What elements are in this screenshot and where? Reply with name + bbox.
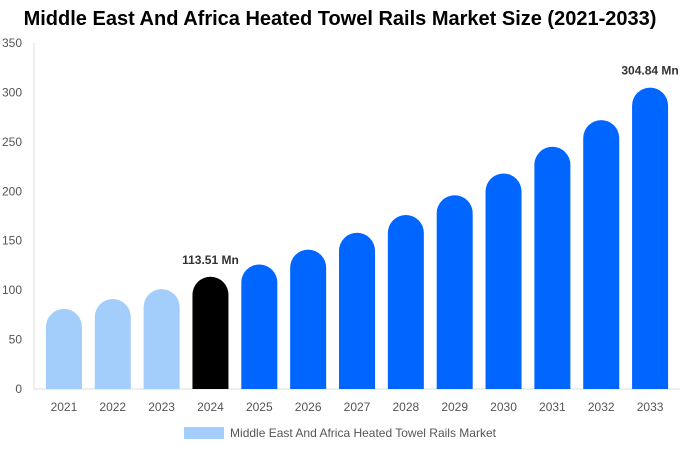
y-tick-label: 350 [2, 36, 22, 50]
x-tick-label: 2022 [99, 400, 126, 414]
bar-2026 [290, 249, 327, 389]
legend-swatch [184, 427, 225, 439]
chart-title: Middle East And Africa Heated Towel Rail… [23, 8, 657, 30]
x-tick-label: 2030 [490, 400, 517, 414]
y-tick-label: 0 [15, 382, 22, 396]
bar-2024 [192, 276, 229, 389]
bar-2028 [387, 215, 424, 389]
x-tick-label: 2027 [344, 400, 371, 414]
x-tick-label: 2029 [441, 400, 468, 414]
y-tick-label: 100 [2, 283, 22, 297]
x-tick-label: 2033 [637, 400, 664, 414]
x-tick-label: 2025 [246, 400, 273, 414]
y-tick-label: 300 [2, 85, 22, 99]
data-label: 113.51 Mn [182, 253, 239, 267]
x-tick-label: 2021 [51, 400, 78, 414]
data-label: 304.84 Mn [621, 64, 678, 78]
x-tick-label: 2031 [539, 400, 566, 414]
bar-2030 [485, 173, 522, 389]
bar-2021 [45, 308, 82, 389]
y-tick-label: 200 [2, 184, 22, 198]
legend: Middle East And Africa Heated Towel Rail… [0, 426, 680, 440]
y-tick-label: 250 [2, 135, 22, 149]
x-tick-label: 2023 [148, 400, 175, 414]
bar-2025 [241, 264, 278, 389]
bar-2033 [632, 87, 669, 389]
bar-2031 [534, 146, 571, 389]
bar-2029 [436, 195, 473, 389]
x-tick-label: 2024 [197, 400, 224, 414]
x-tick-label: 2026 [295, 400, 322, 414]
y-tick-label: 150 [2, 234, 22, 248]
x-tick-label: 2032 [588, 400, 615, 414]
bar-2022 [94, 299, 131, 389]
bar-2023 [143, 289, 180, 389]
bar-2032 [583, 120, 620, 389]
bar-2027 [339, 232, 375, 389]
y-tick-label: 50 [9, 333, 23, 347]
x-tick-label: 2028 [392, 400, 419, 414]
legend-label: Middle East And Africa Heated Towel Rail… [230, 426, 496, 440]
